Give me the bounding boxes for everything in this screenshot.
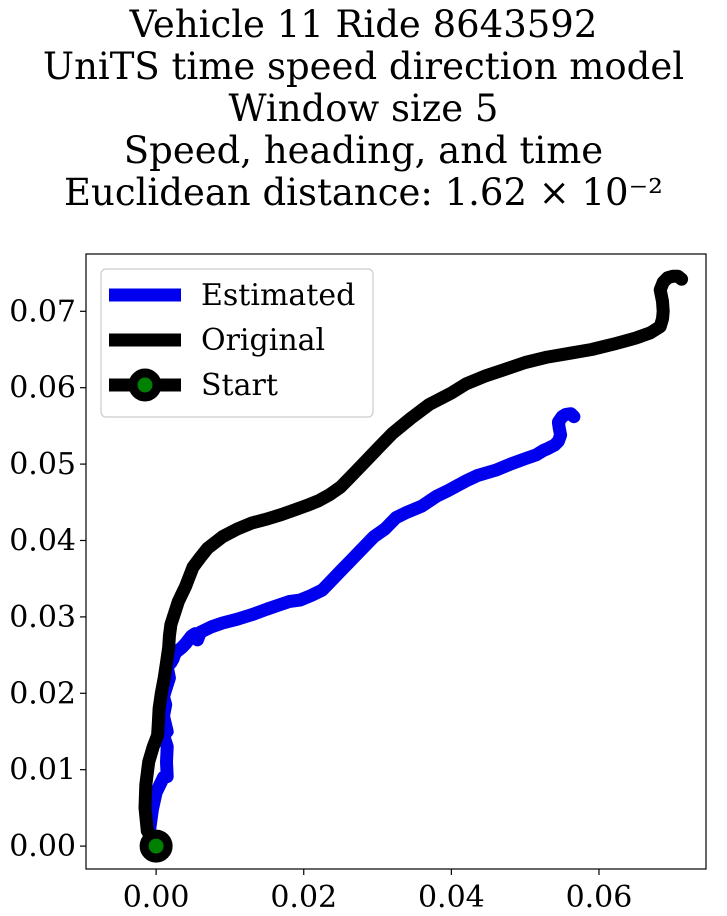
x-tick-label: 0.00: [123, 880, 190, 915]
y-tick-label: 0.01: [9, 753, 76, 788]
title-line-3: Window size 5: [228, 87, 499, 130]
legend-label: Original: [201, 323, 325, 358]
start-marker: [139, 829, 173, 863]
series-line-original: [138, 269, 689, 853]
legend-entry-estimated: Estimated: [109, 278, 355, 313]
series-line-estimated: [143, 407, 581, 853]
legend-entry-original: Original: [109, 323, 325, 358]
legend: Estimated Original Start: [100, 268, 374, 418]
ticks-layer: 0.00 0.02 0.04 0.06 0.00 0.01 0.02 0.03 0.04 0.05…: [9, 294, 632, 915]
legend-label: Estimated: [201, 278, 355, 313]
x-tick-label: 0.06: [566, 880, 633, 915]
title-line-2: UniTS time speed direction model: [42, 45, 685, 88]
legend-entry-start: Start: [109, 368, 278, 403]
marker-layer: [139, 829, 173, 863]
legend-label: Start: [201, 368, 278, 403]
title-line-4: Speed, heading, and time: [123, 129, 604, 172]
x-tick-label: 0.04: [418, 880, 485, 915]
series-layer: [138, 269, 689, 853]
plot-frame: [85, 253, 707, 870]
y-tick-label: 0.04: [9, 523, 76, 558]
y-tick-label: 0.07: [9, 294, 76, 329]
legend-marker: [128, 368, 162, 402]
y-tick-label: 0.03: [9, 600, 76, 635]
y-tick-label: 0.05: [9, 447, 76, 482]
y-tick-label: 0.06: [9, 371, 76, 406]
x-tick-label: 0.02: [270, 880, 337, 915]
chart-title: Vehicle 11 Ride 8643592 UniTS time speed…: [0, 4, 727, 214]
y-tick-label: 0.00: [9, 829, 76, 864]
title-line-5: Euclidean distance: 1.62 × 10⁻²: [64, 171, 663, 214]
title-line-1: Vehicle 11 Ride 8643592: [129, 3, 598, 46]
y-tick-label: 0.02: [9, 676, 76, 711]
